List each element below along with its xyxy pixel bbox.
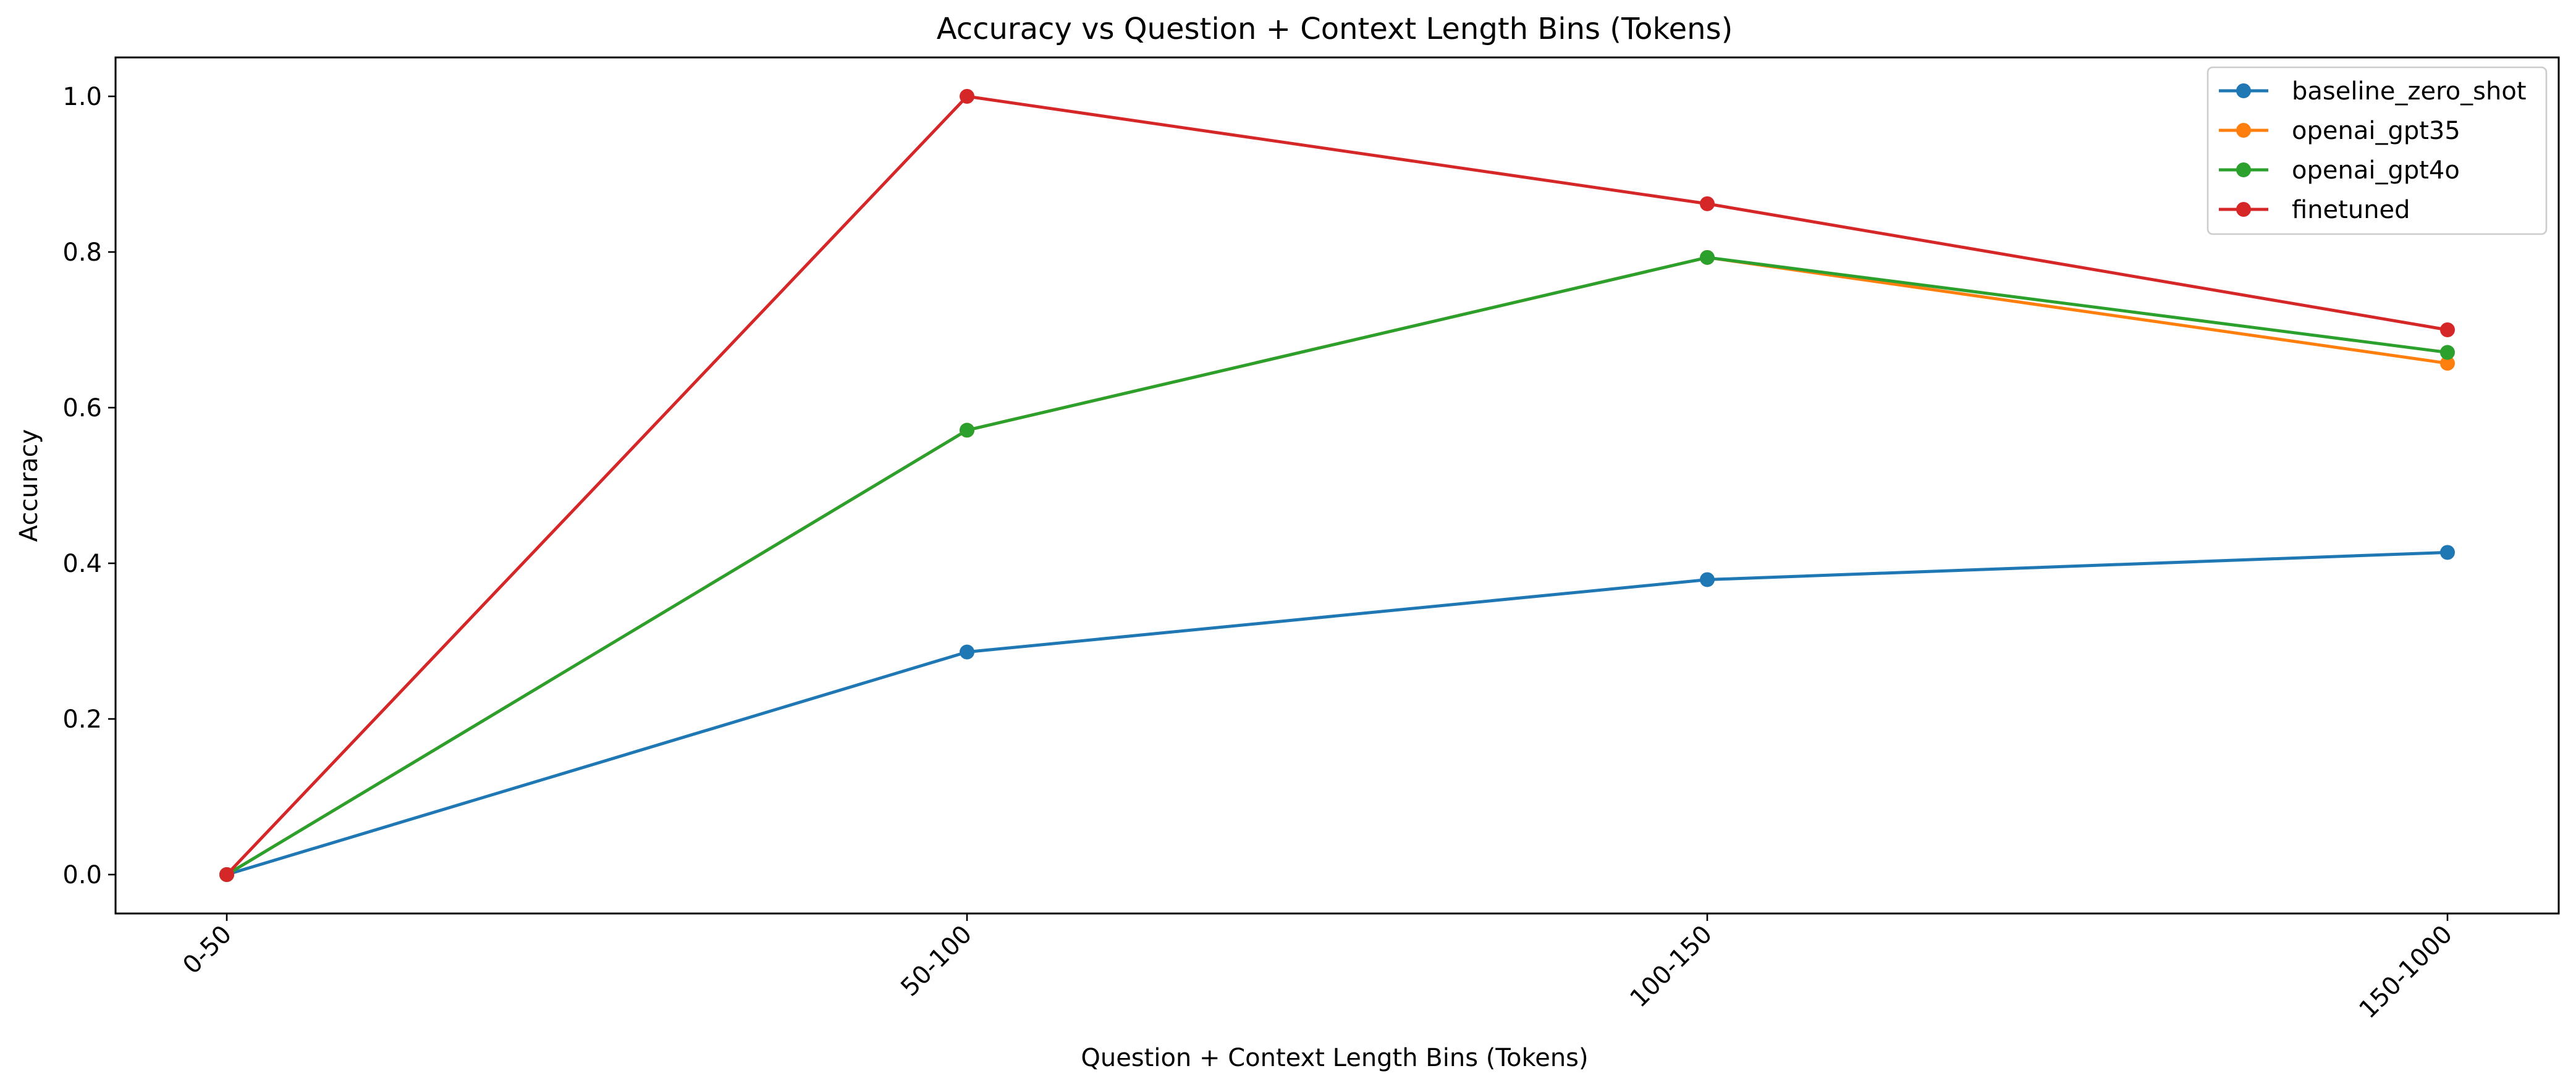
series-line-finetuned <box>226 94 2448 876</box>
data-point-finetuned <box>960 89 974 104</box>
y-axis-label: Accuracy <box>15 429 43 542</box>
data-point-openai-gpt4o <box>2440 345 2455 360</box>
y-tick-label: 0.8 <box>62 238 102 267</box>
legend-label-baseline-zero-shot: baseline_zero_shot <box>2292 77 2527 106</box>
legend-marker-baseline-zero-shot <box>2236 83 2251 98</box>
y-tick-label: 1.0 <box>62 83 102 111</box>
chart-title: Accuracy vs Question + Context Length Bi… <box>937 12 1733 46</box>
legend: baseline_zero_shot openai_gpt35 openai_gpt… <box>2206 66 2548 235</box>
legend-label-openai-gpt35: openai_gpt35 <box>2292 117 2460 145</box>
x-axis-label: Question + Context Length Bins (Tokens) <box>1081 1044 1588 1072</box>
series-line-openai-gpt4o <box>226 256 2448 876</box>
y-tick-label: 0.2 <box>62 705 102 734</box>
data-point-baseline-zero-shot <box>1700 572 1715 587</box>
y-tick-label: 0.4 <box>62 550 102 578</box>
legend-label-finetuned: finetuned <box>2292 196 2410 224</box>
data-point-openai-gpt4o <box>1700 250 1715 265</box>
y-tick-label: 0.6 <box>62 394 102 422</box>
data-point-finetuned <box>1700 196 1715 211</box>
series-line-baseline-zero-shot <box>226 550 2448 876</box>
legend-marker-finetuned <box>2236 202 2251 217</box>
data-point-finetuned <box>219 867 234 882</box>
y-tick-label: 0.0 <box>62 861 102 889</box>
legend-frame <box>2206 66 2548 235</box>
data-point-baseline-zero-shot <box>2440 545 2455 560</box>
data-point-openai-gpt35 <box>2440 356 2455 371</box>
legend-label-openai-gpt4o: openai_gpt4o <box>2292 156 2460 185</box>
plot-frame <box>114 56 2560 915</box>
legend-marker-openai-gpt35 <box>2236 123 2251 138</box>
data-point-baseline-zero-shot <box>960 644 974 660</box>
data-point-openai-gpt4o <box>960 422 974 438</box>
legend-marker-openai-gpt4o <box>2236 162 2251 177</box>
data-point-finetuned <box>2440 322 2455 337</box>
